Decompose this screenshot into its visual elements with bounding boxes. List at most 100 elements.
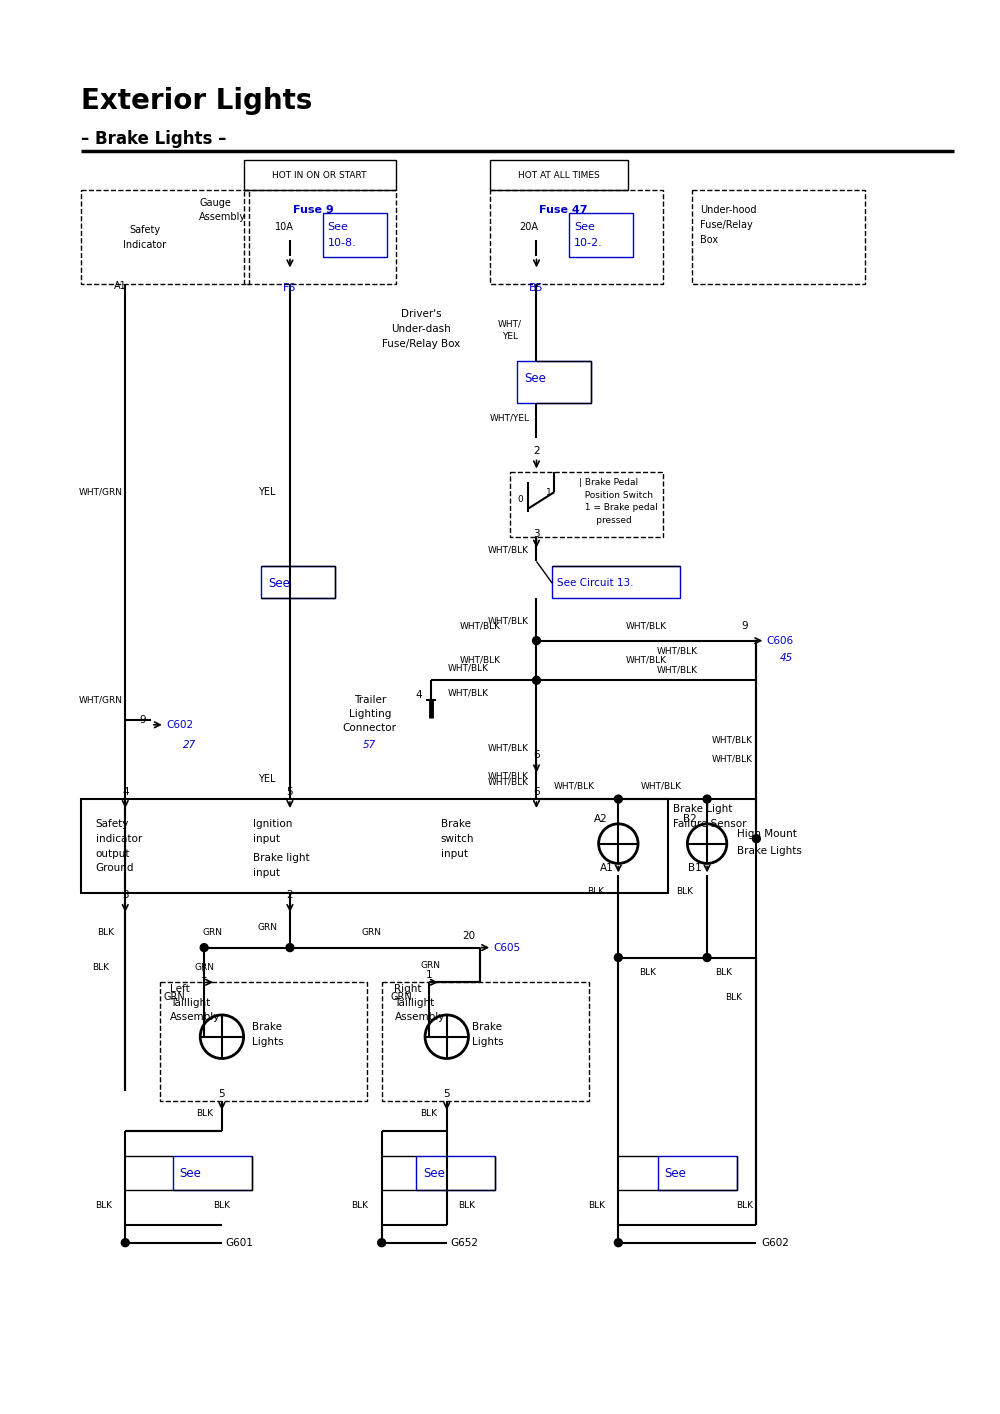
Text: High Mount: High Mount [737,829,797,839]
Text: See: See [423,1167,445,1179]
Text: BLK: BLK [736,1200,753,1209]
Text: BLK: BLK [351,1200,368,1209]
Text: WHT/GRN: WHT/GRN [79,696,123,704]
Circle shape [614,1239,622,1247]
Text: Fuse/Relay Box: Fuse/Relay Box [382,338,460,349]
Text: WHT/BLK: WHT/BLK [487,772,528,781]
Text: Connector: Connector [343,723,397,732]
Text: G602: G602 [761,1237,789,1247]
Text: 10A: 10A [275,222,294,232]
Text: 5: 5 [443,1089,450,1099]
Text: See: See [574,222,595,232]
Text: YEL: YEL [258,488,275,498]
Text: Box: Box [700,235,718,245]
Text: 20A: 20A [520,222,539,232]
Text: WHT/BLK: WHT/BLK [657,666,698,674]
Text: Under-dash: Under-dash [391,324,451,334]
Text: WHT/BLK: WHT/BLK [460,656,501,665]
Text: input: input [253,868,280,878]
Text: Trailer: Trailer [354,696,386,706]
Text: BLK: BLK [97,928,114,937]
Text: See: See [180,1167,201,1179]
Text: WHT/: WHT/ [498,320,522,328]
Text: 57: 57 [363,740,376,749]
Bar [510,472,663,537]
Bar [173,1155,252,1191]
Text: 0: 0 [518,495,524,503]
Text: G652: G652 [451,1237,479,1247]
Bar [490,160,628,189]
Text: BLK: BLK [676,887,693,895]
Text: WHT/BLK: WHT/BLK [657,646,698,655]
Text: BLK: BLK [715,967,732,977]
Text: B5: B5 [529,283,544,293]
Text: 9: 9 [741,621,748,631]
Text: WHT/BLK: WHT/BLK [487,778,528,786]
Bar [81,189,249,284]
Text: 45: 45 [779,653,793,663]
Text: WHT/BLK: WHT/BLK [711,755,752,764]
Bar [569,214,633,257]
Bar [322,214,387,257]
Text: 4: 4 [416,690,422,700]
Bar [658,1155,737,1191]
Text: Assembly: Assembly [199,212,246,222]
Text: 2: 2 [533,445,540,455]
Text: GRN: GRN [194,963,214,971]
Text: 3: 3 [122,891,129,901]
Text: F6: F6 [283,283,297,293]
Text: WHT/BLK: WHT/BLK [625,621,666,631]
Text: 5: 5 [219,1089,225,1099]
Text: YEL: YEL [502,332,518,341]
Text: Lights: Lights [252,1036,283,1046]
Text: Fuse 9: Fuse 9 [293,205,334,215]
Text: 20: 20 [462,930,475,940]
Text: 9: 9 [140,715,146,725]
Text: Failure Sensor: Failure Sensor [673,819,746,829]
Bar [160,983,367,1102]
Text: WHT/BLK: WHT/BLK [460,621,501,631]
Text: Brake: Brake [252,1022,282,1032]
Text: WHT/BLK: WHT/BLK [640,782,681,790]
Text: input: input [253,834,280,844]
Text: 2: 2 [287,891,293,901]
Text: BLK: BLK [588,1200,605,1209]
Text: See: See [665,1167,687,1179]
Text: indicator: indicator [96,834,142,844]
Text: WHT/BLK: WHT/BLK [625,656,666,665]
Text: WHT/BLK: WHT/BLK [487,617,528,625]
Text: Indicator: Indicator [123,239,167,250]
Text: | Brake Pedal: | Brake Pedal [579,478,638,486]
Circle shape [752,834,760,843]
Bar [692,189,865,284]
Circle shape [286,943,294,952]
Text: Brake Light: Brake Light [673,805,732,814]
Bar [244,160,396,189]
Text: Assembly: Assembly [170,1012,220,1022]
Text: GRN: GRN [164,993,185,1003]
Text: pressed: pressed [579,516,632,526]
Text: BLK: BLK [725,993,742,1001]
Text: Assembly: Assembly [394,1012,445,1022]
Bar [81,799,668,894]
Text: WHT/BLK: WHT/BLK [711,735,752,744]
Text: C605: C605 [493,943,520,953]
Circle shape [200,943,208,952]
Text: A1: A1 [600,864,613,874]
Bar [382,983,589,1102]
Text: Brake: Brake [441,819,471,829]
Text: BLK: BLK [421,1110,438,1118]
Text: input: input [441,848,468,858]
Bar [244,189,396,284]
Text: C606: C606 [766,636,793,646]
Text: WHT/BLK: WHT/BLK [487,744,528,752]
Text: Fuse 47: Fuse 47 [539,205,588,215]
Text: See Circuit 13.: See Circuit 13. [557,578,634,588]
Bar [552,567,680,598]
Text: 27: 27 [183,740,196,749]
Text: BLK: BLK [639,967,656,977]
Text: HOT AT ALL TIMES: HOT AT ALL TIMES [518,171,600,180]
Bar [416,1155,495,1191]
Text: BLK: BLK [92,963,109,971]
Circle shape [703,953,711,962]
